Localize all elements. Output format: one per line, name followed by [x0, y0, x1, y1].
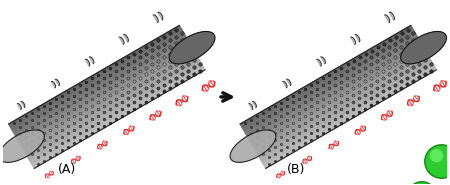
Polygon shape	[259, 58, 430, 158]
Polygon shape	[22, 48, 193, 148]
Polygon shape	[249, 40, 420, 140]
Circle shape	[448, 115, 450, 143]
Polygon shape	[123, 35, 128, 42]
Polygon shape	[32, 65, 203, 165]
Polygon shape	[33, 68, 205, 168]
Polygon shape	[10, 28, 182, 128]
Polygon shape	[244, 33, 416, 133]
Polygon shape	[287, 79, 291, 86]
Polygon shape	[19, 43, 190, 143]
Polygon shape	[32, 67, 204, 167]
Polygon shape	[252, 102, 256, 107]
Polygon shape	[20, 45, 191, 145]
Polygon shape	[22, 49, 194, 149]
Polygon shape	[317, 59, 321, 66]
Ellipse shape	[230, 130, 276, 162]
Ellipse shape	[169, 31, 215, 64]
Polygon shape	[29, 61, 201, 161]
Polygon shape	[153, 15, 158, 23]
Polygon shape	[260, 60, 431, 159]
Circle shape	[407, 182, 436, 185]
Polygon shape	[258, 57, 430, 157]
Polygon shape	[31, 64, 202, 164]
Polygon shape	[21, 46, 192, 146]
Polygon shape	[12, 31, 184, 131]
Polygon shape	[245, 34, 417, 134]
Polygon shape	[385, 15, 390, 23]
Polygon shape	[21, 102, 25, 107]
Polygon shape	[30, 63, 202, 162]
Polygon shape	[25, 54, 196, 154]
Polygon shape	[242, 28, 414, 128]
Polygon shape	[254, 49, 425, 149]
Polygon shape	[15, 36, 186, 136]
Polygon shape	[351, 37, 356, 44]
Polygon shape	[119, 37, 124, 44]
Polygon shape	[255, 51, 426, 151]
Polygon shape	[89, 57, 94, 64]
Polygon shape	[249, 104, 253, 110]
Polygon shape	[283, 81, 287, 88]
Circle shape	[408, 182, 436, 185]
Polygon shape	[24, 52, 195, 152]
Polygon shape	[17, 40, 189, 140]
Polygon shape	[248, 39, 419, 139]
Polygon shape	[13, 33, 184, 133]
Polygon shape	[16, 39, 188, 139]
Polygon shape	[252, 46, 423, 146]
Circle shape	[425, 145, 450, 178]
Polygon shape	[55, 79, 59, 86]
Polygon shape	[265, 68, 436, 168]
Circle shape	[426, 146, 450, 177]
Polygon shape	[243, 31, 415, 131]
Polygon shape	[9, 27, 181, 127]
Polygon shape	[257, 55, 429, 155]
Polygon shape	[355, 35, 360, 42]
Polygon shape	[261, 61, 432, 161]
Polygon shape	[261, 63, 433, 162]
Polygon shape	[251, 45, 423, 145]
Polygon shape	[250, 42, 421, 142]
Circle shape	[430, 149, 443, 162]
Polygon shape	[241, 27, 413, 127]
Polygon shape	[256, 54, 428, 154]
Polygon shape	[321, 57, 325, 64]
Polygon shape	[11, 30, 183, 130]
Polygon shape	[256, 52, 427, 152]
Polygon shape	[28, 60, 200, 159]
Polygon shape	[243, 30, 414, 130]
Circle shape	[448, 114, 450, 144]
Polygon shape	[15, 37, 187, 137]
Polygon shape	[262, 64, 434, 164]
Polygon shape	[158, 12, 163, 20]
Polygon shape	[85, 59, 90, 66]
Polygon shape	[14, 34, 185, 134]
Text: (A): (A)	[58, 163, 76, 176]
Text: (B): (B)	[287, 163, 305, 176]
Polygon shape	[263, 65, 435, 165]
Ellipse shape	[0, 130, 45, 162]
Polygon shape	[253, 48, 424, 148]
Polygon shape	[246, 36, 418, 136]
Polygon shape	[9, 26, 180, 125]
Polygon shape	[247, 37, 418, 137]
Polygon shape	[27, 57, 198, 157]
Polygon shape	[27, 58, 199, 158]
Polygon shape	[17, 104, 21, 110]
Polygon shape	[26, 55, 197, 155]
Polygon shape	[264, 67, 436, 167]
Polygon shape	[23, 51, 195, 151]
Polygon shape	[240, 26, 412, 125]
Polygon shape	[250, 43, 422, 143]
Polygon shape	[51, 81, 55, 88]
Polygon shape	[389, 12, 394, 20]
Ellipse shape	[400, 31, 446, 64]
Polygon shape	[18, 42, 189, 142]
